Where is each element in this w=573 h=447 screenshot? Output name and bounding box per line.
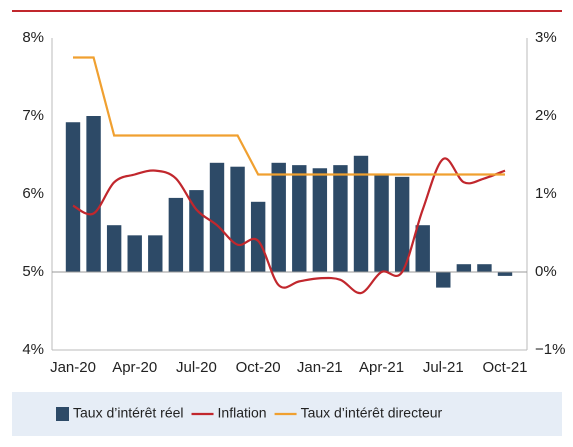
x-tick-label: Jan-21	[297, 359, 343, 376]
bar	[86, 116, 101, 272]
bar	[127, 235, 142, 272]
bar	[168, 197, 184, 272]
bar	[374, 174, 389, 272]
plot: 4% 5% 6% 7% 8% −1% 0% 1% 2% 3% Jan-20 Apr-20 Jul-20 O…	[22, 29, 565, 376]
bar	[148, 235, 163, 272]
x-tick-label: Jul-21	[423, 359, 464, 376]
bar	[436, 272, 451, 288]
bar	[312, 168, 328, 272]
y2-tick-label: 1%	[535, 185, 557, 202]
y-tick-label: 8%	[22, 29, 44, 46]
x-tick-label: Apr-21	[359, 359, 404, 376]
y2-tick-label: −1%	[535, 341, 565, 358]
bar	[230, 166, 245, 272]
y2-tick-label: 2%	[535, 107, 557, 124]
x-tick-label: Jul-20	[176, 359, 217, 376]
legend: Taux d’intérêt réel Inflation Taux d’intér…	[56, 405, 443, 421]
x-tick-label: Oct-21	[482, 359, 527, 376]
y-tick-label: 7%	[22, 107, 44, 124]
bar	[497, 272, 513, 276]
bar	[106, 225, 122, 272]
x-tick-label: Oct-20	[236, 359, 281, 376]
bar	[209, 162, 225, 272]
y2-tick-label: 3%	[535, 29, 557, 46]
legend-label: Inflation	[218, 405, 267, 421]
bar	[394, 176, 410, 272]
legend-label: Taux d’intérêt directeur	[301, 405, 443, 421]
x-tick-label: Apr-20	[112, 359, 157, 376]
y2-tick-label: 0%	[535, 263, 557, 280]
line	[73, 56, 505, 176]
legend-swatch	[56, 407, 69, 421]
bar	[65, 122, 81, 273]
bar	[353, 155, 369, 272]
y-tick-label: 6%	[22, 185, 44, 202]
bar	[250, 201, 266, 272]
y-tick-label: 5%	[22, 263, 44, 280]
bar	[292, 165, 307, 272]
line	[72, 157, 506, 295]
y-tick-label: 4%	[22, 341, 44, 358]
bar	[415, 225, 430, 272]
bar	[333, 165, 348, 272]
bar	[456, 264, 472, 272]
legend-label: Taux d’intérêt réel	[73, 405, 184, 421]
bar	[271, 162, 286, 272]
bar	[477, 264, 492, 272]
x-tick-label: Jan-20	[50, 359, 96, 376]
bar	[189, 190, 204, 272]
